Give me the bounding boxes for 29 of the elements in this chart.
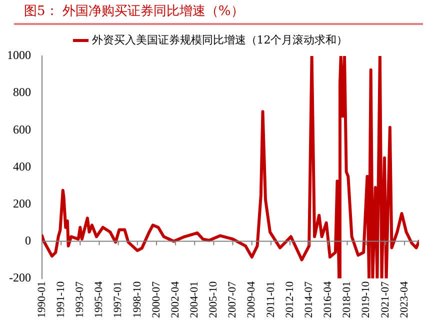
x-tick-label: 2002-04 bbox=[169, 280, 182, 318]
x-tick-label: 2019-10 bbox=[360, 280, 372, 318]
x-tick-label: 2021-07 bbox=[379, 280, 392, 318]
x-tick-label: 2011-01 bbox=[264, 281, 277, 318]
x-tick-label: 2018-01 bbox=[341, 281, 354, 318]
x-tick-label: 2005-10 bbox=[208, 280, 220, 318]
x-tick-label: 2004-01 bbox=[188, 281, 201, 318]
x-tick-label: 1995-04 bbox=[93, 280, 106, 318]
x-tick-label: 1993-07 bbox=[74, 280, 86, 318]
y-tick-label: 600 bbox=[13, 122, 31, 136]
chart-title: 图5： 外国净购买证券同比增速（%） bbox=[14, 0, 423, 25]
x-tick-label: 2014-07 bbox=[302, 280, 315, 318]
y-tick-label: 1000 bbox=[7, 48, 31, 62]
x-tick-label: 1991-10 bbox=[54, 280, 67, 318]
legend-label: 外资买入美国证券规模同比增速（12个月滚动求和） bbox=[92, 33, 348, 46]
x-tick-label: 2012-10 bbox=[284, 280, 296, 318]
x-tick-label: 1998-10 bbox=[131, 280, 144, 318]
y-tick-label: 0 bbox=[25, 233, 31, 248]
x-tick-label: 1990-01 bbox=[36, 281, 48, 318]
y-tick-label: 800 bbox=[13, 85, 31, 100]
x-tick-label: 2023-04 bbox=[398, 280, 410, 318]
x-tick-label: 2016-04 bbox=[322, 280, 334, 318]
y-tick-label: 200 bbox=[13, 196, 31, 210]
x-tick-label: 2000-07 bbox=[150, 280, 162, 318]
y-tick-label: -200 bbox=[9, 270, 31, 284]
x-tick-label: 1997-01 bbox=[112, 281, 124, 318]
x-tick-label: 2007-07 bbox=[226, 280, 239, 318]
y-tick-label: 400 bbox=[13, 159, 31, 174]
x-tick-label: 2009-04 bbox=[246, 280, 258, 318]
